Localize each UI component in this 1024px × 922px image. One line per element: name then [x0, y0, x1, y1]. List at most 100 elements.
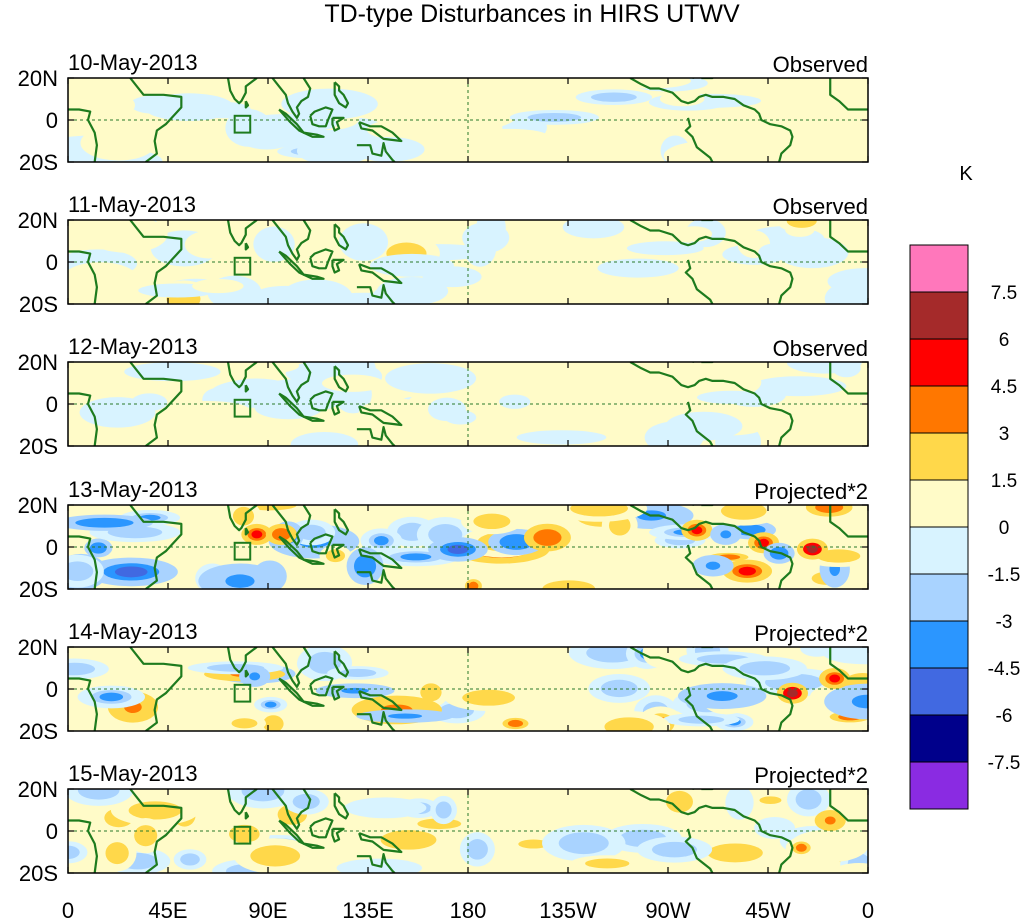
coastline: [629, 789, 794, 873]
coastline: [358, 548, 403, 570]
contour-blob: [275, 530, 287, 539]
contour-blob: [93, 544, 104, 552]
contour-blob: [707, 843, 763, 863]
y-tick-label: 0: [46, 250, 58, 275]
coastline: [356, 568, 396, 589]
coastline: [829, 362, 868, 395]
contour-blob: [706, 691, 738, 701]
contour-blob: [597, 258, 679, 278]
coastline: [244, 384, 250, 393]
coastline: [358, 690, 403, 712]
coastline: [331, 685, 345, 701]
colorbar-swatch: [909, 385, 969, 434]
coastline: [358, 121, 403, 143]
x-tick-label: 90W: [645, 898, 690, 922]
y-tick-label: 0: [46, 392, 58, 417]
contour-blob: [243, 265, 285, 282]
panel-label: Observed: [773, 52, 868, 77]
y-tick-label: 0: [46, 819, 58, 844]
contour-blob: [663, 140, 758, 162]
coastline: [331, 543, 345, 559]
contour-blob: [447, 544, 469, 555]
coastline: [356, 142, 396, 162]
contour-blob: [697, 390, 766, 404]
contour-blob: [565, 118, 605, 142]
coastline: [271, 220, 312, 261]
coastline: [829, 78, 868, 111]
colorbar-swatch: [909, 714, 969, 763]
coastline: [309, 817, 334, 839]
contour-blob: [180, 404, 232, 415]
contour-blob: [499, 394, 531, 409]
y-tick-label: 20S: [19, 292, 58, 317]
contour-blob: [105, 842, 129, 865]
contour-blob: [539, 532, 556, 543]
y-tick-label: 20S: [19, 861, 58, 886]
contour-blob: [462, 689, 515, 706]
coastline: [271, 647, 312, 689]
coastline: [333, 650, 350, 678]
coastline: [303, 700, 325, 707]
coastline: [68, 535, 98, 589]
contour-blob: [308, 651, 342, 674]
contour-blob: [590, 92, 637, 102]
coastline: [358, 263, 403, 285]
coastline: [129, 78, 183, 162]
coastline: [684, 117, 714, 162]
contour-blob: [527, 112, 582, 122]
coastline: [303, 273, 325, 280]
panel-date: 15-May-2013: [68, 761, 198, 786]
y-tick-label: 0: [46, 677, 58, 702]
contour-blob: [600, 679, 638, 698]
contour-blob: [669, 362, 730, 377]
colorbar-label: -6: [996, 706, 1013, 727]
contour-blob: [360, 801, 410, 815]
contour-blob: [764, 247, 782, 258]
contour-blob: [400, 553, 432, 561]
contour-blob: [717, 369, 762, 396]
coastline: [68, 819, 98, 873]
contour-blob: [380, 830, 437, 850]
coastline: [829, 789, 868, 822]
colorbar-label: 6: [999, 330, 1010, 351]
contour-blob: [807, 545, 818, 554]
panel-4: 20N 0 20S 13-May-2013 Projected*2: [18, 477, 869, 602]
coastline: [629, 505, 794, 589]
contour-blob: [839, 647, 868, 660]
y-tick-label: 20N: [18, 66, 58, 91]
contour-blob: [665, 411, 743, 441]
contour-blob: [665, 790, 693, 813]
contour-blob: [134, 825, 158, 847]
contour-blob: [231, 718, 258, 729]
colorbar-label: -3: [996, 612, 1013, 633]
coastline: [356, 284, 396, 304]
contour-blob: [374, 535, 389, 546]
coastline: [829, 220, 868, 253]
region-box: [233, 541, 252, 561]
region-box: [233, 825, 252, 845]
coastline: [829, 505, 868, 538]
panel-date: 14-May-2013: [68, 619, 198, 644]
y-tick-label: 20N: [18, 350, 58, 375]
panel-label: Projected*2: [754, 763, 868, 788]
coastline: [303, 415, 325, 422]
panel-label: Projected*2: [754, 479, 868, 504]
contour-blob: [68, 87, 135, 124]
contour-blob: [519, 808, 578, 819]
panel-label: Observed: [773, 336, 868, 361]
contour-blob: [128, 801, 182, 820]
contour-blob: [506, 537, 527, 548]
coastline: [629, 647, 794, 731]
colorbar: K 7.5 6 4.5 3 1.5 0 -1.5 -3 -4.5 -6 -7.5: [909, 163, 1020, 810]
contour-blob: [385, 122, 441, 137]
contour-field: [79, 362, 862, 446]
region-box: [233, 114, 252, 134]
panel-date: 12-May-2013: [68, 334, 198, 359]
contour-blob: [260, 117, 319, 130]
contour-blob: [570, 505, 628, 517]
coastlines: [68, 505, 868, 589]
colorbar-swatch: [909, 526, 969, 575]
contour-blob: [473, 513, 511, 530]
contour-blob: [420, 683, 442, 702]
region-box: [233, 256, 252, 276]
